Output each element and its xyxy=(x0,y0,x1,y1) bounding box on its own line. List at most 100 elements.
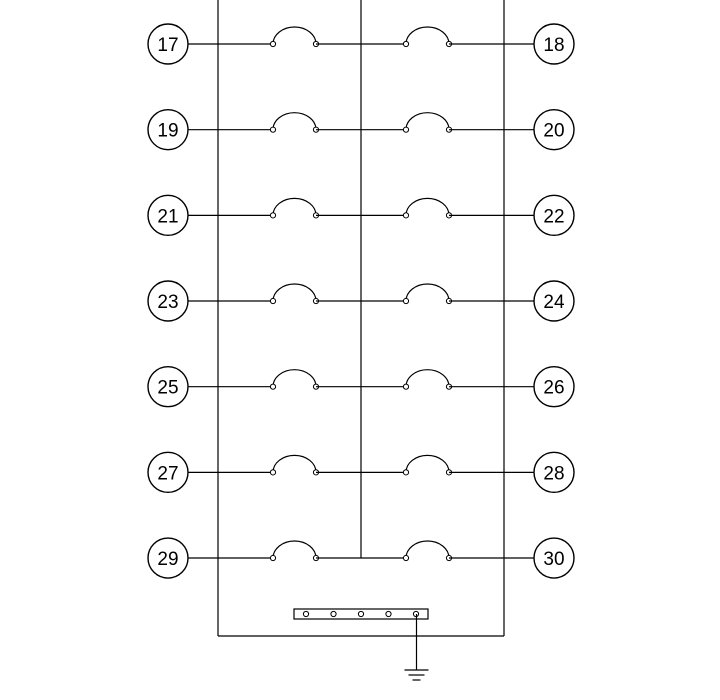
fuse-contact-dot xyxy=(402,469,410,476)
terminal-left: 25 xyxy=(147,365,189,408)
fuse-contact-dot xyxy=(402,40,410,48)
terminal-label: 28 xyxy=(543,463,564,484)
terminal-circle xyxy=(533,108,575,151)
fuse-arc xyxy=(272,197,317,216)
fuse-arc xyxy=(272,112,317,130)
fuse-row: 27 28 xyxy=(147,451,575,494)
terminal-circle xyxy=(147,23,189,65)
terminal-left: 23 xyxy=(147,280,189,322)
fuse-row: 21 22 xyxy=(147,194,575,237)
ground-bar-terminal xyxy=(302,610,310,618)
terminal-label: 30 xyxy=(543,549,564,570)
fuse-arc xyxy=(405,283,450,302)
fuse-left xyxy=(269,112,320,133)
terminal-label: 29 xyxy=(157,549,178,570)
terminal-label: 20 xyxy=(543,121,564,142)
terminal-left: 21 xyxy=(147,194,189,237)
terminal-label: 21 xyxy=(157,206,178,227)
fuse-arc xyxy=(272,454,317,473)
terminal-right: 24 xyxy=(533,280,575,322)
fuse-contact-dot xyxy=(269,40,277,48)
terminal-circle xyxy=(533,451,575,494)
terminal-label: 18 xyxy=(543,35,564,56)
fuse-contact-dot xyxy=(269,297,277,305)
fuse-right xyxy=(402,454,453,476)
fuse-contact-dot xyxy=(269,383,277,390)
fuse-left xyxy=(269,540,320,562)
terminal-left: 17 xyxy=(147,23,189,65)
ground-icon xyxy=(404,669,429,681)
terminal-left: 29 xyxy=(147,537,189,579)
fuse-arc xyxy=(405,112,450,130)
module-frame xyxy=(217,0,505,637)
terminal-circle xyxy=(533,365,575,408)
fuse-contact-dot xyxy=(402,126,410,133)
fuse-contact-dot xyxy=(269,126,277,133)
terminal-circle xyxy=(533,537,575,579)
terminal-label: 19 xyxy=(157,121,178,142)
ground-bar-terminal xyxy=(385,610,392,618)
terminal-circle xyxy=(533,280,575,322)
terminal-circle xyxy=(147,194,189,237)
ground-bar-terminal xyxy=(357,610,365,618)
fuse-contact-dot xyxy=(269,212,277,219)
fuse-row: 25 26 xyxy=(147,365,575,408)
ground-section xyxy=(293,608,429,681)
terminal-circle xyxy=(147,280,189,322)
fuse-arc xyxy=(405,540,450,559)
fuse-right xyxy=(402,283,453,305)
fuse-contact-dot xyxy=(269,469,277,476)
fuse-row: 19 20 xyxy=(147,108,575,151)
terminal-circle xyxy=(533,194,575,237)
terminal-circle xyxy=(147,365,189,408)
fuse-contact-dot xyxy=(402,554,410,562)
fuse-left xyxy=(269,283,320,305)
terminal-label: 25 xyxy=(157,378,178,399)
terminal-right: 22 xyxy=(533,194,575,237)
fuse-right xyxy=(402,26,453,48)
terminal-circle xyxy=(147,537,189,579)
terminal-left: 27 xyxy=(147,451,189,494)
fuse-left xyxy=(269,197,320,219)
fuse-contact-dot xyxy=(402,212,410,219)
fuse-arc xyxy=(405,454,450,473)
fuse-arc xyxy=(405,369,450,387)
fuse-arc xyxy=(405,197,450,216)
terminal-label: 23 xyxy=(157,292,178,313)
terminal-label: 17 xyxy=(157,35,178,56)
fuse-right xyxy=(402,540,453,562)
fuse-arc xyxy=(272,26,317,45)
terminal-right: 26 xyxy=(533,365,575,408)
fuse-contact-dot xyxy=(402,297,410,305)
terminal-circle xyxy=(533,23,575,65)
ground-bar-terminal xyxy=(330,610,337,618)
fuse-right xyxy=(402,197,453,219)
fuse-arc xyxy=(272,283,317,302)
fuse-arc xyxy=(272,540,317,559)
fuse-right xyxy=(402,369,453,390)
terminal-label: 22 xyxy=(543,206,564,227)
fuse-contact-dot xyxy=(269,554,277,562)
fuse-arc xyxy=(405,26,450,45)
terminal-label: 27 xyxy=(157,463,178,484)
fuse-row: 17 18 xyxy=(147,23,575,65)
terminal-right: 20 xyxy=(533,108,575,151)
terminal-label: 26 xyxy=(543,378,564,399)
terminal-label: 24 xyxy=(543,292,565,313)
fuse-left xyxy=(269,369,320,390)
terminal-circle xyxy=(147,108,189,151)
fuse-row: 29 30 xyxy=(147,537,575,579)
terminal-right: 18 xyxy=(533,23,575,65)
terminal-left: 19 xyxy=(147,108,189,151)
fuse-left xyxy=(269,454,320,476)
fuse-left xyxy=(269,26,320,48)
fuse-right xyxy=(402,112,453,133)
fuse-row: 23 24 xyxy=(147,280,575,322)
terminal-circle xyxy=(147,451,189,494)
fuse-contact-dot xyxy=(402,383,410,390)
fuse-arc xyxy=(272,369,317,387)
terminal-right: 28 xyxy=(533,451,575,494)
terminal-right: 30 xyxy=(533,537,575,579)
